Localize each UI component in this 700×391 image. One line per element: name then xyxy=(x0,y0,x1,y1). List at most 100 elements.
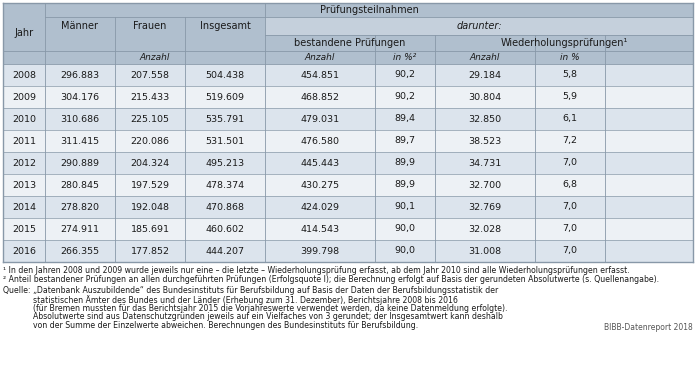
Text: 399.798: 399.798 xyxy=(300,246,340,255)
Bar xyxy=(435,35,693,51)
Text: 535.791: 535.791 xyxy=(205,115,244,124)
Text: Männer: Männer xyxy=(62,21,99,31)
Text: 5,9: 5,9 xyxy=(563,93,578,102)
Bar xyxy=(3,51,693,64)
Text: von der Summe der Einzelwerte abweichen. Berechnungen des Bundesinstituts für Be: von der Summe der Einzelwerte abweichen.… xyxy=(3,321,419,330)
Text: 29.184: 29.184 xyxy=(468,70,501,79)
Text: 444.207: 444.207 xyxy=(206,246,244,255)
Text: 296.883: 296.883 xyxy=(60,70,99,79)
Text: 90,0: 90,0 xyxy=(395,246,416,255)
Text: 310.686: 310.686 xyxy=(60,115,99,124)
Text: 290.889: 290.889 xyxy=(60,158,99,167)
Text: 207.558: 207.558 xyxy=(130,70,169,79)
Text: ¹ In den Jahren 2008 und 2009 wurde jeweils nur eine – die letzte – Wiederholung: ¹ In den Jahren 2008 und 2009 wurde jewe… xyxy=(3,266,630,275)
Text: 266.355: 266.355 xyxy=(60,246,99,255)
Text: 2016: 2016 xyxy=(12,246,36,255)
Text: Wiederholungsprüfungen¹: Wiederholungsprüfungen¹ xyxy=(500,38,628,48)
Text: in %²: in %² xyxy=(393,53,416,62)
Text: 2013: 2013 xyxy=(12,181,36,190)
Text: Jahr: Jahr xyxy=(15,29,34,38)
Text: 5,8: 5,8 xyxy=(563,70,578,79)
Text: 476.580: 476.580 xyxy=(300,136,340,145)
Bar xyxy=(3,152,693,174)
Text: statistischen Ämter des Bundes und der Länder (Erhebung zum 31. Dezember), Beric: statistischen Ämter des Bundes und der L… xyxy=(3,295,458,305)
Text: ² Anteil bestandener Prüfungen an allen durchgeführten Prüfungen (Erfolgsquote I: ² Anteil bestandener Prüfungen an allen … xyxy=(3,275,659,284)
Text: 32.028: 32.028 xyxy=(468,224,502,233)
Bar xyxy=(3,218,693,240)
Text: 504.438: 504.438 xyxy=(205,70,244,79)
Text: 478.374: 478.374 xyxy=(205,181,244,190)
Text: darunter:: darunter: xyxy=(456,21,502,31)
Text: 225.105: 225.105 xyxy=(130,115,169,124)
Text: 424.029: 424.029 xyxy=(300,203,340,212)
Text: 470.868: 470.868 xyxy=(206,203,244,212)
Text: 495.213: 495.213 xyxy=(205,158,244,167)
Text: 2014: 2014 xyxy=(12,203,36,212)
Text: 7,0: 7,0 xyxy=(563,224,578,233)
Text: 414.543: 414.543 xyxy=(300,224,340,233)
Text: Prüfungsteilnahmen: Prüfungsteilnahmen xyxy=(320,5,419,15)
Text: 430.275: 430.275 xyxy=(300,181,340,190)
Bar xyxy=(3,64,693,86)
Text: 204.324: 204.324 xyxy=(130,158,169,167)
Text: 2010: 2010 xyxy=(12,115,36,124)
Text: 479.031: 479.031 xyxy=(300,115,340,124)
Text: 220.086: 220.086 xyxy=(130,136,169,145)
Text: 2009: 2009 xyxy=(12,93,36,102)
Text: 177.852: 177.852 xyxy=(130,246,169,255)
Text: 2012: 2012 xyxy=(12,158,36,167)
Bar xyxy=(265,17,693,35)
Text: 32.700: 32.700 xyxy=(468,181,502,190)
Bar xyxy=(45,35,265,51)
Text: 89,7: 89,7 xyxy=(395,136,416,145)
Text: 192.048: 192.048 xyxy=(130,203,169,212)
Text: 89,9: 89,9 xyxy=(395,181,416,190)
Text: (für Bremen mussten für das Berichtsjahr 2015 die Vorjahreswerte verwendet werde: (für Bremen mussten für das Berichtsjahr… xyxy=(3,303,508,312)
Text: 278.820: 278.820 xyxy=(60,203,99,212)
Text: in %: in % xyxy=(560,53,580,62)
Text: 454.851: 454.851 xyxy=(300,70,340,79)
Text: 34.731: 34.731 xyxy=(468,158,502,167)
Bar xyxy=(265,35,435,51)
Text: 2011: 2011 xyxy=(12,136,36,145)
Text: 185.691: 185.691 xyxy=(130,224,169,233)
Text: Quelle: „Datenbank Auszubildende“ des Bundesinstituts für Berufsbildung auf Basi: Quelle: „Datenbank Auszubildende“ des Bu… xyxy=(3,286,498,295)
Text: Anzahl: Anzahl xyxy=(140,53,170,62)
Text: 38.523: 38.523 xyxy=(468,136,502,145)
Bar xyxy=(3,130,693,152)
Bar xyxy=(45,3,693,17)
Bar xyxy=(3,240,693,262)
Text: 7,0: 7,0 xyxy=(563,246,578,255)
Text: 7,2: 7,2 xyxy=(563,136,578,145)
Text: BIBB-Datenreport 2018: BIBB-Datenreport 2018 xyxy=(604,323,693,332)
Text: 445.443: 445.443 xyxy=(300,158,340,167)
Text: 32.850: 32.850 xyxy=(468,115,502,124)
Text: 311.415: 311.415 xyxy=(60,136,99,145)
Text: 531.501: 531.501 xyxy=(205,136,244,145)
Text: 460.602: 460.602 xyxy=(206,224,244,233)
Bar xyxy=(3,3,45,64)
Text: 197.529: 197.529 xyxy=(130,181,169,190)
Bar xyxy=(3,86,693,108)
Text: Frauen: Frauen xyxy=(133,21,167,31)
Text: 2015: 2015 xyxy=(12,224,36,233)
Text: Absolutwerte sind aus Datenschutzgründen jeweils auf ein Vielfaches von 3 gerund: Absolutwerte sind aus Datenschutzgründen… xyxy=(3,312,503,321)
Text: bestandene Prüfungen: bestandene Prüfungen xyxy=(294,38,406,48)
Text: Insgesamt: Insgesamt xyxy=(199,21,251,31)
Text: 468.852: 468.852 xyxy=(300,93,340,102)
Bar xyxy=(3,108,693,130)
Text: 90,1: 90,1 xyxy=(395,203,416,212)
Text: 30.804: 30.804 xyxy=(468,93,502,102)
Text: 7,0: 7,0 xyxy=(563,158,578,167)
Text: 215.433: 215.433 xyxy=(130,93,169,102)
Text: 7,0: 7,0 xyxy=(563,203,578,212)
Text: Anzahl: Anzahl xyxy=(470,53,500,62)
Text: 32.769: 32.769 xyxy=(468,203,502,212)
Text: 2008: 2008 xyxy=(12,70,36,79)
Text: 89,9: 89,9 xyxy=(395,158,416,167)
Text: 90,2: 90,2 xyxy=(395,93,416,102)
Text: Anzahl: Anzahl xyxy=(304,53,335,62)
Text: 31.008: 31.008 xyxy=(468,246,502,255)
Text: 6,8: 6,8 xyxy=(563,181,578,190)
Text: 90,0: 90,0 xyxy=(395,224,416,233)
